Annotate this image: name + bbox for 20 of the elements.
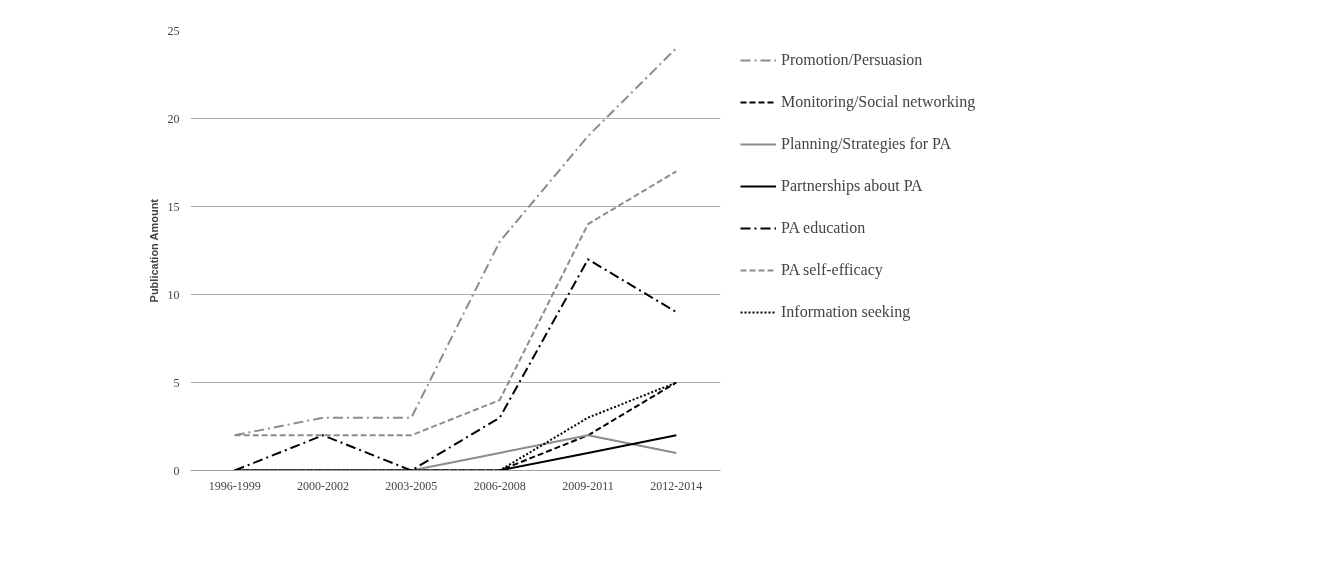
x-tick-label: 2006-2008 <box>473 478 526 493</box>
legend-label: Monitoring/Social networking <box>781 93 976 111</box>
y-tick-label: 10 <box>167 287 180 302</box>
x-tick-label: 2009-2011 <box>562 478 614 493</box>
legend-label: Promotion/Persuasion <box>781 51 923 69</box>
legend-label: Planning/Strategies for PA <box>781 135 952 153</box>
x-tick-label: 2003-2005 <box>385 478 438 493</box>
legend-label: PA self-efficacy <box>781 261 883 279</box>
y-tick-label: 25 <box>167 23 180 38</box>
y-tick-label: 15 <box>167 199 180 214</box>
x-tick-label: 1996-1999 <box>208 478 261 493</box>
y-tick-label: 20 <box>167 111 180 126</box>
y-tick-label: 5 <box>173 375 180 390</box>
x-tick-label: 2000-2002 <box>297 478 349 493</box>
y-axis-title: Publication Amount <box>147 198 160 303</box>
legend-label: PA education <box>781 219 866 237</box>
x-tick-label: 2012-2014 <box>650 478 703 493</box>
y-tick-label: 0 <box>173 463 180 478</box>
legend-label: Partnerships about PA <box>781 177 923 195</box>
legend-label: Information seeking <box>781 303 911 321</box>
